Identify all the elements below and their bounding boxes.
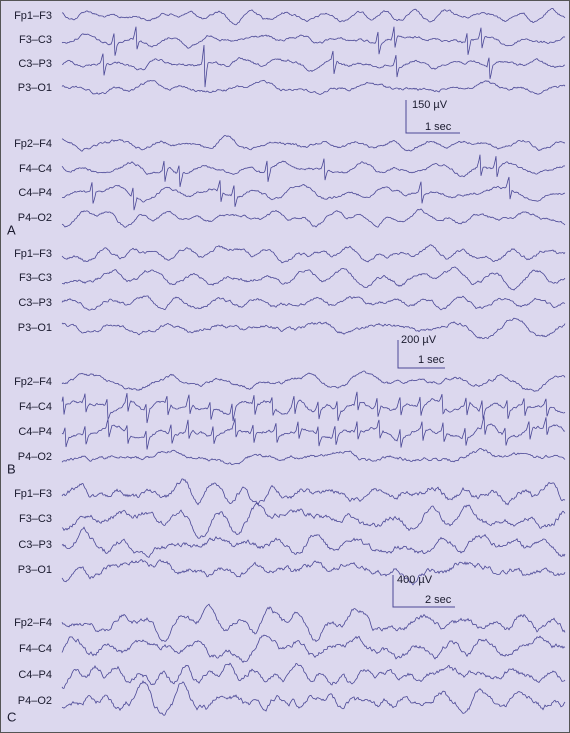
eeg-trace (61, 662, 566, 689)
scale-amplitude: 400 µV (397, 574, 433, 586)
channel-label: C3–P3 (18, 297, 52, 309)
channel-label: P3–O1 (18, 82, 52, 94)
channel-label: C4–P4 (18, 669, 52, 681)
scale-bar (392, 575, 455, 608)
channel-label: F3–C3 (19, 513, 52, 525)
eeg-trace (61, 134, 566, 152)
eeg-trace (61, 558, 566, 586)
eeg-trace (61, 44, 566, 88)
eeg-trace (61, 634, 566, 663)
eeg-trace (61, 208, 566, 228)
channel-label: Fp1–F3 (14, 10, 52, 22)
panel-label: C (7, 709, 16, 724)
eeg-trace (61, 448, 566, 466)
channel-label: F3–C3 (19, 34, 52, 46)
channel-label: F4–C4 (19, 401, 52, 413)
scale-bar (397, 340, 445, 369)
eeg-trace (61, 244, 566, 264)
panel-label: B (7, 461, 16, 476)
scale-time: 1 sec (425, 121, 452, 133)
channel-label: P4–O2 (18, 451, 52, 463)
eeg-trace (61, 154, 566, 187)
channel-label: C3–P3 (18, 58, 52, 70)
channel-label: P3–O1 (18, 564, 52, 576)
channel-label: C3–P3 (18, 539, 52, 551)
channel-label: F4–C4 (19, 643, 52, 655)
eeg-trace (61, 7, 566, 26)
channel-label: F3–C3 (19, 272, 52, 284)
eeg-trace (61, 391, 566, 424)
eeg-trace (61, 416, 566, 450)
scale-bar (405, 100, 460, 134)
eeg-trace (61, 295, 566, 311)
channel-label: Fp1–F3 (14, 248, 52, 260)
channel-label: C4–P4 (18, 187, 52, 199)
channel-label: P4–O2 (18, 695, 52, 707)
eeg-trace (62, 176, 566, 211)
channel-label: Fp2–F4 (14, 138, 52, 150)
eeg-trace (61, 603, 566, 643)
eeg-trace (61, 526, 566, 558)
channel-label: Fp2–F4 (14, 617, 52, 629)
channel-label: Fp2–F4 (14, 376, 52, 388)
scale-time: 1 sec (418, 354, 445, 366)
channel-label: Fp1–F3 (14, 488, 52, 500)
channel-label: F4–C4 (19, 163, 52, 175)
eeg-trace (61, 680, 566, 716)
channel-label: C4–P4 (18, 426, 52, 438)
scale-time: 2 sec (425, 594, 452, 606)
scale-amplitude: 150 µV (412, 99, 448, 111)
scale-amplitude: 200 µV (401, 334, 437, 346)
eeg-trace (61, 317, 566, 340)
eeg-trace (61, 26, 566, 56)
eeg-trace (61, 266, 566, 291)
channel-label: P3–O1 (18, 322, 52, 334)
panel-label: A (7, 222, 16, 237)
eeg-trace (61, 478, 566, 506)
eeg-trace (61, 370, 566, 392)
channel-label: P4–O2 (18, 212, 52, 224)
eeg-trace (61, 502, 566, 539)
eeg-trace (61, 79, 566, 95)
